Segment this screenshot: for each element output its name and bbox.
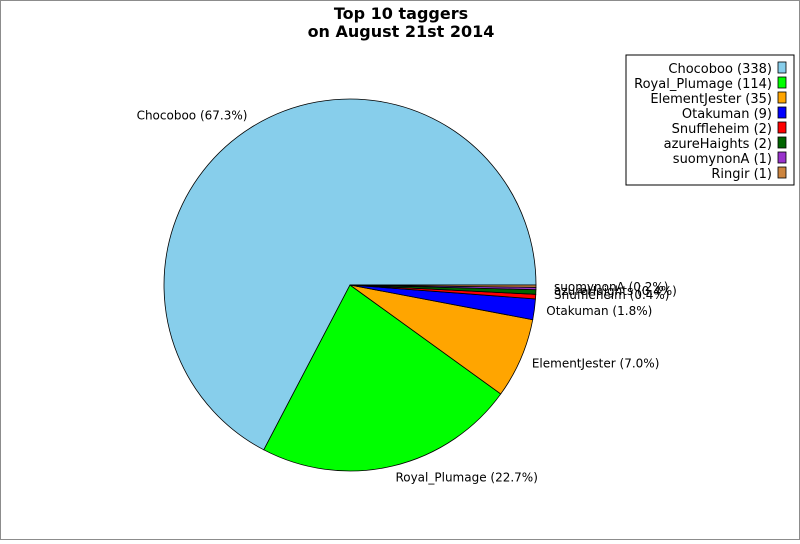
legend-swatch-elementjester <box>777 91 787 104</box>
legend: Chocoboo (338)Royal_Plumage (114)Element… <box>625 54 795 186</box>
legend-swatch-chocoboo <box>777 61 787 74</box>
legend-swatch-ringir <box>777 166 787 179</box>
chart-title-line-2: on August 21st 2014 <box>308 22 495 41</box>
legend-swatch-otakuman <box>777 106 787 119</box>
slice-labels: Chocoboo (67.3%) Royal_Plumage (22.7%) Ele… <box>137 109 677 485</box>
legend-box <box>625 54 795 186</box>
legend-label-chocoboo: Chocoboo (338) <box>668 62 772 77</box>
pie-slice-chocoboo <box>163 98 537 451</box>
pie-slice-ringir <box>349 284 537 288</box>
legend-swatch-suomynona <box>777 151 787 164</box>
legend-label-suomynona: suomynonA (1) <box>673 152 772 167</box>
slice-label-royal-plumage: Royal_Plumage (22.7%) <box>395 471 537 485</box>
legend-swatch-royal-plumage <box>777 76 787 89</box>
pie-slice-royal-plumage <box>263 284 502 472</box>
legend-label-otakuman: Otakuman (9) <box>682 107 772 122</box>
legend-swatch-snuffleheim <box>777 121 787 134</box>
slice-label-otakuman: Otakuman (1.8%) <box>546 304 652 318</box>
legend-label-royal-plumage: Royal_Plumage (114) <box>634 77 772 92</box>
slice-label-azurehaights: azureHaights (0.4%) <box>554 284 677 298</box>
slice-label-suomynona: suomynonA (0.2%) <box>554 280 668 294</box>
legend-label-azurehaights: azureHaights (2) <box>664 137 772 152</box>
legend-label-ringir: Ringir (1) <box>711 167 772 182</box>
legend-label-snuffleheim: Snuffleheim (2) <box>672 122 772 137</box>
slice-label-chocoboo: Chocoboo (67.3%) <box>137 109 248 123</box>
legend-label-elementjester: ElementJester (35) <box>650 92 772 107</box>
chart-title-line-1: Top 10 taggers <box>334 4 468 23</box>
slice-label-elementjester: ElementJester (7.0%) <box>532 356 660 370</box>
slice-label-snuffleheim: Snuffleheim (0.4%) <box>554 288 670 302</box>
legend-swatch-azurehaights <box>777 136 787 149</box>
pie-slices <box>163 98 537 472</box>
